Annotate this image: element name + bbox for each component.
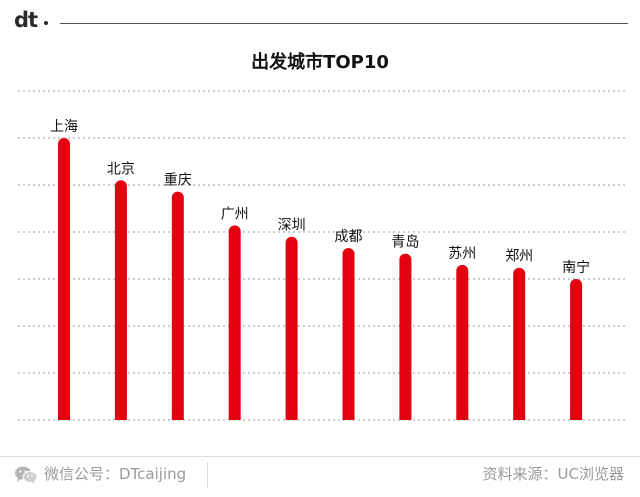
chart-title: 出发城市TOP10 [251, 52, 389, 73]
category-label: 上海 [50, 119, 78, 135]
bar-7 [399, 253, 412, 420]
bar-base-10 [570, 414, 583, 420]
bar-3 [171, 191, 184, 420]
footer-divider [207, 462, 208, 488]
category-label: 苏州 [448, 246, 476, 262]
category-label: 重庆 [164, 173, 192, 189]
category-label: 深圳 [278, 218, 306, 234]
bar-base-9 [513, 414, 526, 420]
bar-base-6 [342, 414, 355, 420]
wechat-icon [14, 464, 38, 484]
bar-base-1 [58, 414, 70, 420]
wechat-account-text: 微信公号：DTcaijing [44, 465, 187, 483]
bar-5 [285, 236, 298, 420]
bar-base-2 [114, 414, 127, 420]
bar-4 [228, 225, 241, 420]
bar-8 [456, 264, 469, 420]
logo-dot [44, 21, 48, 25]
bar-10 [570, 279, 583, 420]
category-label: 北京 [107, 161, 135, 177]
bar-base-4 [228, 414, 241, 420]
bar-base-3 [171, 414, 184, 420]
header-rule [60, 23, 628, 24]
bar-2 [114, 180, 127, 420]
footer-wechat: 微信公号：DTcaijing [14, 458, 186, 490]
category-label: 广州 [221, 206, 249, 222]
bar-9 [513, 267, 526, 420]
category-label: 成都 [335, 229, 363, 245]
logo: dt [14, 8, 38, 32]
bar-6 [342, 247, 355, 420]
bar-base-8 [456, 414, 469, 420]
bar-base-7 [399, 414, 412, 420]
bar-1 [58, 138, 70, 420]
bar-base-5 [285, 414, 298, 420]
footer-source: 资料来源：UC浏览器 [482, 465, 624, 483]
category-label: 郑州 [505, 249, 533, 265]
category-label: 青岛 [391, 235, 419, 251]
category-label: 南宁 [562, 259, 590, 276]
footer-rule [0, 456, 640, 457]
